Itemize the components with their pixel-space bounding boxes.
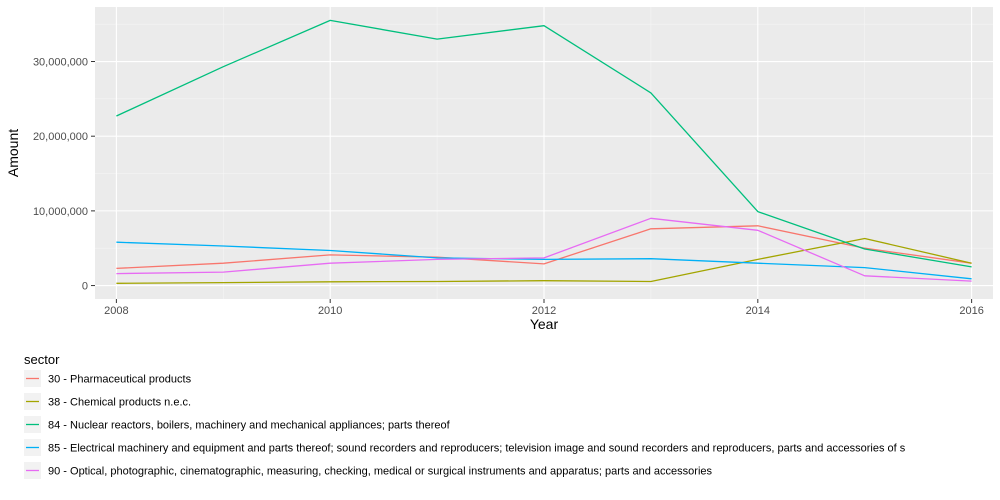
x-tick-label: 2008 <box>104 305 128 317</box>
series-line-3 <box>116 19 972 268</box>
series-line-4 <box>116 241 972 280</box>
legend-label-4: 85 - Electrical machinery and equipment … <box>48 443 906 455</box>
y-axis: 0 10,000,000 20,000,000 30,000,000 <box>33 57 95 293</box>
series-line-5 <box>116 217 972 282</box>
x-axis-title: Year <box>530 316 559 332</box>
series-line-1 <box>116 225 972 270</box>
y-tick-label: 10,000,000 <box>33 206 88 218</box>
x-tick-label: 2010 <box>318 305 342 317</box>
x-tick-label: 2014 <box>746 305 770 317</box>
series-line-2 <box>116 237 972 284</box>
legend: 30 - Pharmaceutical products 38 - Chemica… <box>24 370 906 479</box>
legend-label-1: 30 - Pharmaceutical products <box>48 374 192 386</box>
x-tick-label: 2012 <box>532 305 556 317</box>
y-tick-label: 20,000,000 <box>33 131 88 143</box>
series-lines <box>116 19 972 284</box>
legend-title: sector <box>24 352 60 367</box>
x-axis: 2008 2010 2012 2014 2016 <box>104 299 984 317</box>
legend-label-5: 90 - Optical, photographic, cinematograp… <box>48 466 713 478</box>
y-axis-title: Amount <box>5 129 21 177</box>
x-tick-label: 2016 <box>959 305 983 317</box>
y-tick-label: 30,000,000 <box>33 57 88 69</box>
legend-label-3: 84 - Nuclear reactors, boilers, machiner… <box>48 420 451 432</box>
y-tick-label: 0 <box>82 281 88 293</box>
legend-label-2: 38 - Chemical products n.e.c. <box>48 397 191 409</box>
